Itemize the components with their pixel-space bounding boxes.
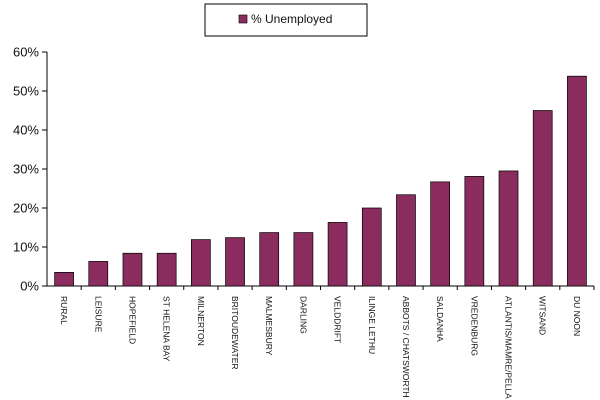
x-category-label: MILNERTON <box>196 296 206 346</box>
bar <box>464 176 485 287</box>
y-tick-label: 60% <box>13 45 39 60</box>
x-category-label: HOPEFIELD <box>127 296 137 344</box>
bar <box>293 232 314 287</box>
x-category-label: ILINGE LETHU <box>367 296 377 354</box>
x-category-label: DU NOON <box>572 296 582 336</box>
bar <box>498 170 519 287</box>
y-tick-label: 20% <box>13 201 39 216</box>
bar <box>122 252 143 287</box>
legend-label: % Unemployed <box>251 12 332 26</box>
bar <box>156 252 177 287</box>
bar <box>88 261 109 287</box>
y-tick-label: 30% <box>13 162 39 177</box>
bar <box>567 75 587 287</box>
x-category-label: VREDENBURG <box>469 296 479 356</box>
bar <box>190 239 211 287</box>
x-category-label: VELDDRIFT <box>333 296 343 343</box>
y-tick-label: 40% <box>13 123 39 138</box>
plot-area: 0% 10% 20% 30% 40% 50% 60% RURAL LEISURE HOPEFIEL… <box>13 45 595 399</box>
legend-box <box>204 3 368 37</box>
x-category-label: SALDANHA <box>435 296 445 342</box>
bar <box>361 207 382 287</box>
bar <box>259 232 280 287</box>
x-category-label: DARLING <box>298 296 308 334</box>
bar <box>225 237 245 287</box>
x-category-label: ATLANTIS/MAMRE/PELLA <box>504 296 514 399</box>
y-tick-label: 0% <box>20 279 39 294</box>
y-tick-label: 50% <box>13 84 39 99</box>
x-category-label: BRITOUDEWATER <box>230 296 240 370</box>
bar <box>327 222 348 287</box>
x-category-label: ST HELENA BAY <box>162 296 172 362</box>
x-category-label: WITSAND <box>538 296 548 335</box>
x-category-label: ABBOTS / CHATSWORTH <box>401 296 411 398</box>
x-category-label: LEISURE <box>93 296 103 333</box>
legend-swatch <box>238 14 248 24</box>
bar <box>396 194 416 287</box>
legend: % Unemployed <box>204 3 368 37</box>
bar <box>54 272 74 287</box>
bar <box>430 181 451 287</box>
y-tick-label: 10% <box>13 240 39 255</box>
x-category-label: RURAL <box>59 296 69 325</box>
bar <box>532 110 553 287</box>
x-category-label: MALMESBURY <box>264 296 274 356</box>
